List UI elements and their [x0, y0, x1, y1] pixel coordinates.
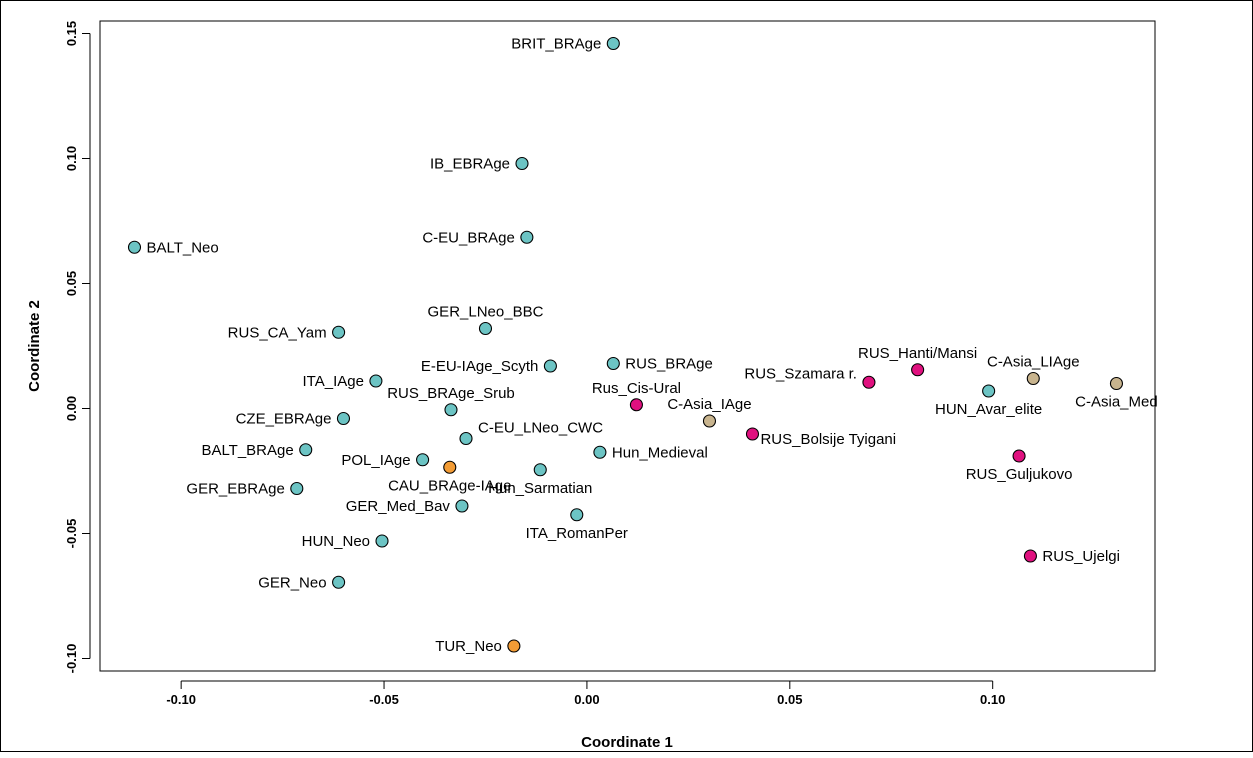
point-label: GER_LNeo_BBC — [428, 304, 544, 321]
point-label: ITA_RomanPer — [526, 525, 628, 542]
scatter-point — [459, 431, 473, 446]
point-label: HUN_Neo — [302, 533, 370, 550]
point-label: BALT_BRAge — [201, 442, 293, 459]
scatter-point — [369, 374, 383, 388]
x-axis: -0.10 -0.05 0.00 0.05 0.10 — [166, 680, 1005, 707]
labels-layer: BRIT_BRAge IB_EBRAge C-EU_BRAge BALT_Neo GER… — [146, 36, 1157, 656]
y-tick-label: 0.05 — [64, 271, 79, 296]
point-label: RUS_BRAge — [625, 356, 713, 373]
point-label: GER_Med_Bav — [346, 498, 451, 515]
point-label: Hun_Sarmatian — [488, 480, 592, 497]
scatter-point — [336, 411, 351, 426]
scatter-point — [543, 359, 557, 373]
point-label: ITA_IAge — [303, 373, 364, 390]
scatter-point — [127, 240, 142, 254]
y-tick-label: -0.05 — [64, 519, 79, 549]
x-axis-title: Coordinate 1 — [581, 734, 673, 751]
scatter-point — [332, 575, 346, 589]
scatter-point — [629, 398, 643, 412]
scatter-point — [444, 403, 458, 417]
scatter-point — [745, 427, 760, 441]
scatter-point — [332, 325, 346, 339]
scatter-point — [515, 156, 529, 171]
point-label: C-Asia_LIAge — [987, 354, 1080, 371]
scatter-point — [375, 534, 389, 548]
point-label: C-EU_LNeo_CWC — [478, 420, 603, 437]
x-tick-label: 0.10 — [980, 692, 1005, 707]
x-tick-label: -0.10 — [166, 692, 196, 707]
plot-area-frame — [99, 20, 1156, 672]
scatter-point — [533, 463, 547, 477]
points-layer — [127, 36, 1124, 653]
point-label: RUS_CA_Yam — [228, 324, 327, 341]
point-label: Hun_Medieval — [612, 444, 708, 461]
point-label: Rus_Cis-Ural — [592, 380, 681, 397]
point-label: IB_EBRAge — [430, 156, 510, 173]
point-label: C-Asia_Med — [1075, 394, 1158, 411]
scatter-point — [911, 363, 925, 377]
scatter-point — [507, 639, 521, 653]
point-label: RUS_Guljukovo — [966, 466, 1073, 483]
scatter-point — [702, 414, 717, 428]
x-tick-label: 0.00 — [574, 692, 599, 707]
point-label: GER_EBRAge — [186, 481, 284, 498]
scatter-point — [1109, 376, 1124, 391]
scatter-point — [478, 321, 493, 336]
point-label: BALT_Neo — [146, 239, 218, 256]
scatter-point — [606, 356, 620, 371]
scatter-point — [1026, 371, 1040, 386]
point-label: RUS_Szamara r. — [744, 365, 857, 382]
point-label: C-Asia_IAge — [667, 396, 751, 413]
scatter-point — [1023, 549, 1037, 563]
y-tick-label: 0.00 — [64, 396, 79, 421]
scatter-point — [443, 460, 457, 474]
scatter-point — [593, 445, 607, 459]
point-label: RUS_Hanti/Mansi — [858, 345, 977, 362]
scatter-point — [299, 443, 313, 457]
point-label: C-EU_BRAge — [422, 229, 515, 246]
point-label: CZE_EBRAge — [236, 411, 332, 428]
point-label: RUS_Ujelgi — [1042, 548, 1120, 565]
scatter-point — [982, 384, 996, 398]
point-label: RUS_Bolsije Tyigani — [760, 431, 896, 448]
point-label: HUN_Avar_elite — [935, 401, 1042, 418]
point-label: TUR_Neo — [435, 638, 502, 655]
point-label: RUS_BRAge_Srub — [387, 385, 515, 402]
x-tick-label: -0.05 — [369, 692, 399, 707]
y-axis: -0.10 -0.05 0.00 0.05 0.10 0.15 — [64, 21, 91, 674]
y-tick-label: 0.10 — [64, 146, 79, 171]
point-label: CAU_BRAge-IAge — [388, 477, 511, 494]
scatter-point — [416, 453, 430, 467]
y-axis-title: Coordinate 2 — [26, 300, 43, 392]
scatter-point — [862, 375, 876, 389]
point-label: GER_Neo — [258, 574, 326, 591]
scatter-point — [290, 481, 304, 496]
scatter-point — [520, 230, 534, 244]
scatter-point — [606, 36, 620, 51]
scatter-point — [1012, 449, 1026, 463]
x-tick-label: 0.05 — [777, 692, 802, 707]
point-label: BRIT_BRAge — [511, 36, 601, 53]
y-tick-label: 0.15 — [64, 21, 79, 46]
y-tick-label: -0.10 — [64, 644, 79, 674]
scatter-point — [570, 508, 584, 522]
point-label: POL_IAge — [341, 452, 410, 469]
point-label: E-EU-IAge_Scyth — [421, 358, 539, 375]
scatter-point — [455, 499, 469, 513]
